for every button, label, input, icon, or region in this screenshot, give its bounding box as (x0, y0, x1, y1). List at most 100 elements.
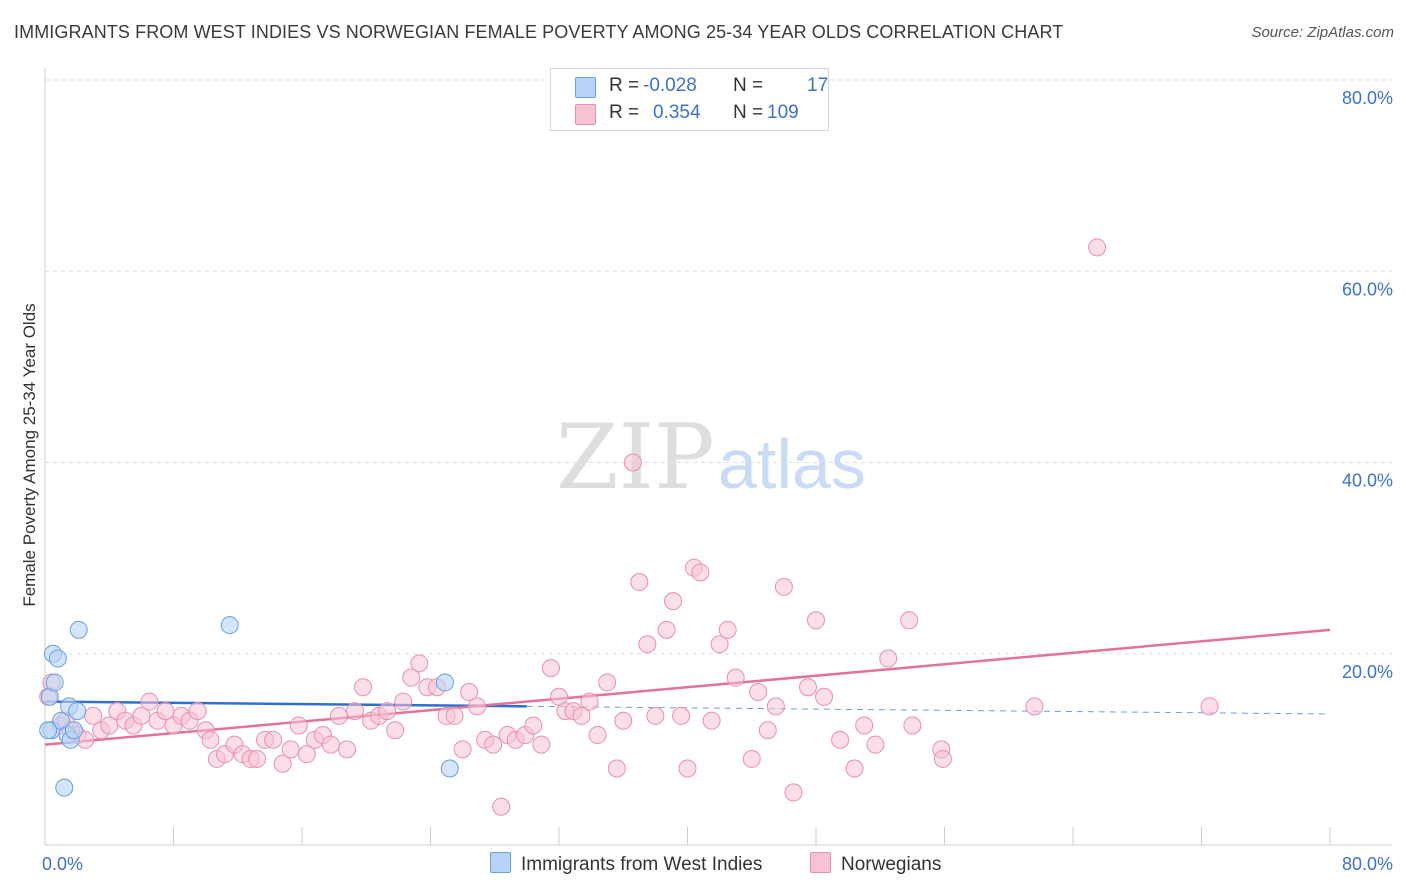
point-norwegians (484, 735, 503, 754)
point-norwegians (273, 754, 292, 773)
bottom-legend-west-indies: Immigrants from West Indies (490, 852, 762, 876)
trend-line-norwegians (44, 628, 1331, 746)
legend-r-value: -0.028 (643, 75, 697, 96)
point-west-indies (39, 721, 58, 740)
point-norwegians (445, 706, 464, 725)
x-tick-label: 80.0% (1342, 854, 1393, 874)
point-norwegians (460, 683, 479, 701)
point-west-indies (435, 673, 454, 692)
grid-lines (45, 79, 1392, 655)
point-norwegians (807, 611, 825, 630)
point-norwegians (657, 620, 676, 639)
point-norwegians (580, 692, 599, 711)
trend-lines (44, 628, 1331, 746)
y-tick-label: 60.0% (1342, 279, 1393, 299)
point-norwegians (678, 759, 697, 778)
point-west-indies (48, 649, 67, 668)
point-norwegians (532, 735, 551, 754)
point-norwegians (297, 745, 316, 764)
point-norwegians (742, 749, 761, 768)
point-norwegians (766, 697, 785, 716)
legend-swatch-pink (575, 104, 596, 125)
point-norwegians (410, 654, 429, 673)
point-norwegians (1025, 697, 1044, 716)
point-norwegians (726, 668, 745, 687)
point-west-indies (68, 702, 87, 721)
point-norwegians (866, 735, 885, 754)
point-norwegians (188, 702, 207, 721)
point-norwegians (572, 706, 591, 725)
y-tick-label: 20.0% (1342, 662, 1393, 682)
data-points (39, 238, 1219, 816)
source-credit: Source: ZipAtlas.com (1251, 24, 1394, 41)
point-norwegians (758, 721, 777, 740)
legend-label-norwegians: Norwegians (841, 854, 942, 875)
point-norwegians (784, 783, 803, 802)
legend-r-value: 0.354 (653, 102, 701, 123)
y-tick-label: 40.0% (1342, 471, 1393, 491)
point-norwegians (845, 759, 864, 778)
point-norwegians (329, 706, 348, 725)
point-norwegians (798, 678, 817, 697)
point-norwegians (281, 740, 300, 759)
legend-swatch-pink (810, 852, 831, 873)
point-norwegians (879, 649, 898, 668)
point-west-indies (440, 759, 459, 778)
point-norwegians (289, 716, 308, 735)
point-norwegians (468, 697, 487, 716)
point-norwegians (903, 716, 922, 735)
point-norwegians (718, 620, 737, 639)
point-norwegians (815, 687, 834, 706)
point-norwegians (855, 716, 874, 735)
point-norwegians (453, 740, 472, 759)
point-west-indies (55, 778, 74, 797)
point-norwegians (248, 749, 267, 768)
legend-r-label: R = (609, 75, 640, 96)
legend-swatch-blue (490, 852, 511, 873)
legend-label-west-indies: Immigrants from West Indies (521, 854, 763, 875)
point-west-indies (220, 616, 239, 635)
point-norwegians (638, 635, 657, 654)
trend-line-west-indies (44, 700, 527, 708)
point-norwegians (607, 759, 626, 778)
legend-n-value: 109 (767, 102, 799, 123)
point-norwegians (831, 730, 850, 749)
point-norwegians (140, 692, 159, 711)
point-norwegians (646, 706, 665, 725)
point-norwegians (691, 563, 710, 582)
point-norwegians (386, 721, 405, 740)
trend-line-west-indies-extension (526, 705, 1331, 715)
point-norwegians (630, 573, 649, 592)
legend-r-label: R = (609, 102, 640, 123)
correlation-legend: R = -0.028 N = 17 R = 0.354 N = 109 (550, 68, 829, 131)
point-norwegians (588, 726, 607, 745)
point-norwegians (201, 730, 220, 749)
point-norwegians (1088, 238, 1107, 257)
point-west-indies (69, 620, 88, 639)
point-norwegians (541, 659, 560, 678)
point-norwegians (749, 683, 768, 701)
point-norwegians (623, 453, 642, 472)
point-norwegians (710, 635, 729, 654)
point-norwegians (664, 592, 683, 611)
point-norwegians (337, 740, 356, 759)
point-norwegians (614, 711, 633, 730)
y-tick-label: 80.0% (1342, 88, 1393, 108)
point-norwegians (321, 735, 340, 754)
point-norwegians (264, 730, 283, 749)
point-norwegians (378, 702, 397, 721)
y-axis-label: Female Poverty Among 25-34 Year Olds (20, 303, 39, 607)
axes (44, 68, 1392, 846)
point-norwegians (774, 577, 793, 596)
legend-n-label: N = (733, 75, 764, 96)
point-norwegians (524, 716, 543, 735)
point-norwegians (354, 678, 373, 697)
legend-n-label: N = (733, 102, 764, 123)
chart-title: IMMIGRANTS FROM WEST INDIES VS NORWEGIAN… (14, 22, 1064, 42)
point-norwegians (672, 706, 691, 725)
point-norwegians (492, 797, 511, 816)
point-norwegians (394, 692, 413, 711)
point-norwegians (402, 668, 421, 687)
legend-n-value: 17 (807, 75, 829, 96)
